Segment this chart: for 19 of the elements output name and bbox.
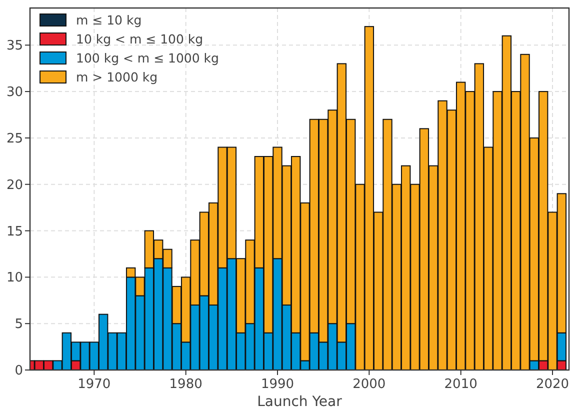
y-tick-label: 35 xyxy=(6,38,23,54)
legend-label: 10 kg < m ≤ 100 kg xyxy=(76,32,204,46)
y-tick-label: 30 xyxy=(6,85,23,100)
y-tick-label: 5 xyxy=(14,317,23,332)
x-tick-label: 2020 xyxy=(536,377,570,392)
y-tick-label: 10 xyxy=(6,270,23,286)
x-tick-label: 2000 xyxy=(352,377,386,392)
x-axis-title: Launch Year xyxy=(257,394,342,410)
y-tick-label: 15 xyxy=(6,224,23,240)
legend-label: m > 1000 kg xyxy=(76,70,158,84)
x-tick-label: 1980 xyxy=(169,377,202,392)
x-tick-label: 1990 xyxy=(260,377,294,392)
legend-label: m ≤ 10 kg xyxy=(76,12,142,28)
x-tick-label: 2010 xyxy=(444,377,478,392)
legend-label: 100 kg < m ≤ 1000 kg xyxy=(76,50,219,66)
y-tick-label: 0 xyxy=(14,364,23,378)
x-tick-label: 1970 xyxy=(78,377,111,392)
y-tick-label: 20 xyxy=(6,178,23,193)
y-tick-label: 25 xyxy=(6,131,23,146)
